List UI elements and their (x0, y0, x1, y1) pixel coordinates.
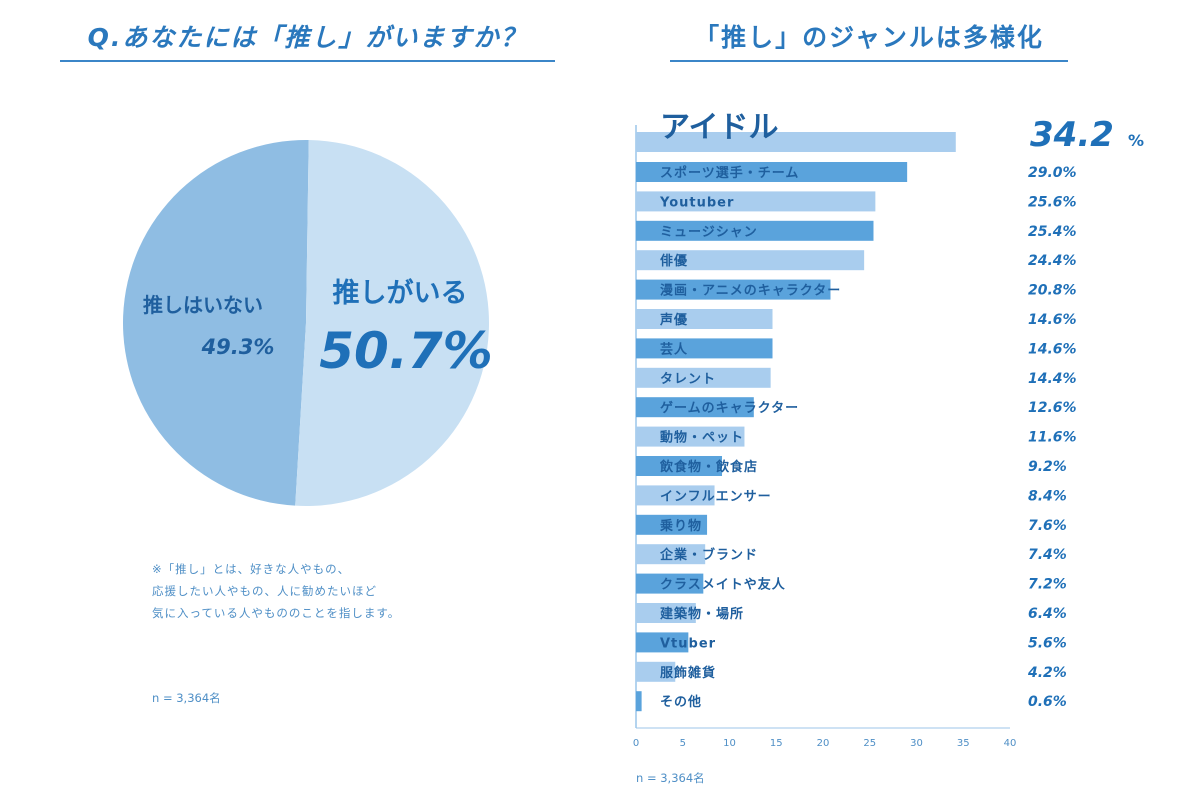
bar-label: 乗り物 (659, 518, 702, 534)
x-tick-label: 20 (817, 738, 830, 749)
value-label: 4.2% (1027, 665, 1067, 681)
bar (636, 309, 773, 329)
bar-label: 俳優 (660, 253, 688, 269)
value-label: 29.0% (1028, 165, 1077, 181)
value-label: 7.6% (1028, 518, 1067, 534)
x-tick-label: 10 (723, 738, 736, 749)
bar-label: 動物・ペット (660, 430, 744, 446)
bar (636, 544, 706, 565)
bar-label: 芸人 (660, 341, 688, 357)
bar (636, 279, 831, 300)
bar-label: クラスメイトや友人 (660, 577, 786, 593)
value-label: 5.6% (1028, 635, 1067, 651)
bar-label: ミュージシャン (660, 225, 758, 240)
value-label: 0.6% (1028, 694, 1067, 710)
bar-label: 飲食物・飲食店 (659, 459, 758, 475)
left-title: Q.あなたには「推し」がいますか？ (87, 23, 528, 52)
x-tick-label: 35 (957, 738, 970, 749)
pie-label-no: 推しはいない (143, 293, 263, 317)
bar (636, 603, 696, 623)
value-label: 25.4% (1028, 224, 1077, 240)
value-label: 20.8% (1028, 283, 1077, 299)
right-sample-size: n = 3,364名 (636, 771, 705, 785)
bar-label: 漫画・アニメのキャラクター (660, 283, 841, 299)
bar-chart: アイドル 34.2 % スポーツ選手・チーム 29.0% Youtuber 25.6% ミュー… (633, 110, 1144, 749)
left-title-rule (60, 60, 555, 62)
value-label: 14.6% (1028, 312, 1077, 328)
bar (636, 367, 771, 388)
value-label: 7.4% (1028, 547, 1067, 563)
pie-label-yes: 推しがいる (333, 277, 468, 309)
bar (636, 132, 956, 152)
bar (636, 250, 865, 271)
bar-label: 企業・ブランド (659, 547, 758, 563)
note-line: 気に入っている人やもののことを指します。 (152, 606, 401, 620)
x-tick-label: 25 (863, 738, 876, 749)
bar-label: タレント (660, 372, 716, 387)
bar-label: アイドル (660, 110, 779, 145)
value-label: 7.2% (1028, 577, 1067, 593)
bar-label: Vtuber (660, 636, 716, 651)
bar-label: ゲームのキャラクター (660, 400, 799, 416)
bar (636, 456, 723, 476)
x-tick-label: 40 (1004, 738, 1017, 749)
value-label: 12.6% (1028, 400, 1077, 416)
pie-slice-yes (295, 140, 490, 507)
bar-label: 服飾雑貨 (660, 665, 716, 681)
bar (636, 691, 642, 712)
value-label: 6.4% (1028, 606, 1067, 622)
pie-value-yes: 50.7% (319, 322, 492, 380)
bar (636, 397, 754, 418)
x-tick-label: 5 (680, 738, 686, 749)
bar-label: 建築物・場所 (660, 606, 744, 622)
bar (636, 632, 689, 653)
bar (636, 220, 874, 241)
bar (636, 661, 676, 682)
bar-label: 声優 (659, 312, 688, 328)
bar (636, 426, 745, 447)
value-label: 9.2% (1028, 459, 1067, 475)
value-label: 25.6% (1028, 194, 1077, 210)
x-tick-label: 0 (633, 738, 639, 749)
right-title-rule (670, 60, 1068, 62)
bar (636, 514, 708, 535)
bar (636, 485, 715, 506)
right-title: 「推し」のジャンルは多様化 (694, 23, 1044, 52)
value-label: 14.4% (1028, 371, 1077, 387)
bar-label: Youtuber (659, 195, 734, 210)
x-tick-label: 15 (770, 738, 783, 749)
value-label: 8.4% (1028, 488, 1067, 504)
bar-label: インフルエンサー (660, 489, 772, 504)
pie-chart: 推しがいる 50.7% 推しはいない 49.3% (123, 139, 493, 507)
value-unit: % (1128, 131, 1144, 150)
value-label: 34.2 (1030, 115, 1114, 155)
bar (636, 191, 876, 212)
bar (636, 573, 704, 594)
value-label: 14.6% (1028, 341, 1077, 357)
bar-label: その他 (660, 694, 702, 710)
left-sample-size: n = 3,364名 (152, 691, 221, 705)
note-line: ※「推し」とは、好きな人やもの、 (152, 562, 351, 576)
x-tick-label: 30 (910, 738, 923, 749)
note-line: 応援したい人やもの、人に勧めたいほど (152, 584, 377, 598)
pie-value-no: 49.3% (201, 335, 275, 359)
value-label: 24.4% (1028, 253, 1077, 269)
bar-label: スポーツ選手・チーム (660, 165, 799, 181)
bar (636, 338, 773, 359)
bar (636, 162, 908, 182)
value-label: 11.6% (1028, 430, 1077, 446)
definition-note: ※「推し」とは、好きな人やもの、 応援したい人やもの、人に勧めたいほど 気に入っ… (152, 558, 400, 624)
pie-slice-no (123, 139, 309, 506)
